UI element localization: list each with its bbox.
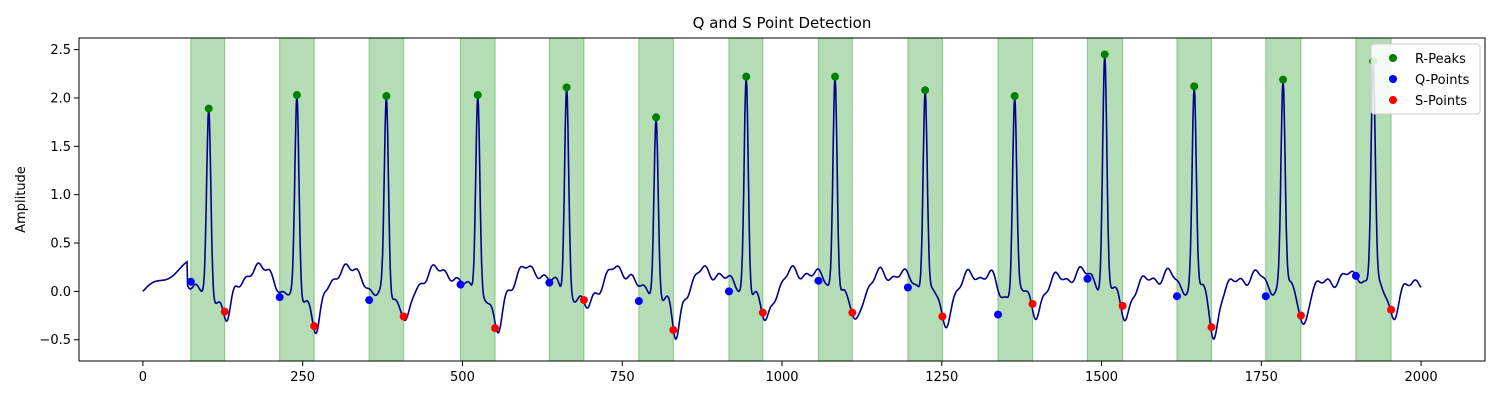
- s-point: [758, 308, 767, 317]
- q-point: [634, 297, 643, 306]
- legend-label: Q-Points: [1415, 73, 1470, 88]
- legend-label: S-Points: [1415, 94, 1467, 109]
- y-tick-label: 1.0: [50, 188, 71, 203]
- qs-span: [997, 37, 1034, 362]
- r-peak-point: [652, 113, 661, 122]
- x-axis: 0 250 500 750 1000 1250 1500 1750 2000: [139, 361, 1438, 385]
- r-peak-point: [292, 91, 301, 100]
- qs-span: [279, 37, 315, 362]
- r-peak-point: [921, 86, 930, 95]
- q-point: [1083, 274, 1092, 283]
- q-point: [814, 276, 823, 285]
- s-point: [220, 307, 229, 316]
- s-point: [1296, 311, 1305, 320]
- ecg-signal: [142, 54, 1422, 341]
- s-point: [848, 308, 857, 317]
- r-peak-point: [204, 104, 213, 113]
- detection-markers: [186, 50, 1396, 335]
- r-peak-point: [473, 91, 482, 100]
- qs-span: [460, 37, 496, 362]
- x-tick-label: 1250: [925, 370, 958, 385]
- y-axis-label: Amplitude: [14, 166, 29, 233]
- y-tick-label: 0.5: [50, 237, 71, 252]
- chart-title: Q and S Point Detection: [693, 14, 872, 32]
- qs-span: [368, 37, 405, 362]
- legend: R-Peaks Q-Points S-Points: [1370, 43, 1481, 115]
- q-point: [545, 278, 554, 287]
- s-point: [669, 326, 678, 335]
- qs-span: [190, 37, 226, 362]
- x-tick-label: 2000: [1405, 370, 1438, 385]
- y-tick-label: 2.0: [50, 91, 71, 106]
- x-tick-label: 1000: [765, 370, 798, 385]
- y-tick-label: −0.5: [39, 333, 71, 348]
- y-tick-label: 0.0: [50, 285, 71, 300]
- legend-marker: [1389, 96, 1397, 104]
- s-point: [1118, 301, 1127, 310]
- r-peak-point: [831, 72, 840, 81]
- s-point: [399, 312, 408, 321]
- q-point: [1261, 292, 1270, 301]
- q-point: [275, 293, 284, 302]
- ecg-signal-line: [142, 54, 1422, 341]
- legend-marker: [1389, 54, 1397, 62]
- q-point: [1351, 271, 1360, 280]
- s-point: [1028, 299, 1037, 308]
- r-peak-point: [1010, 92, 1019, 101]
- q-point: [456, 280, 465, 289]
- s-point: [491, 324, 500, 333]
- legend-label: R-Peaks: [1415, 52, 1466, 67]
- qs-interval-spans: [190, 37, 1392, 362]
- qs-span: [638, 37, 674, 362]
- legend-box: [1370, 43, 1481, 115]
- r-peak-point: [1100, 50, 1109, 59]
- r-peak-point: [382, 92, 391, 101]
- x-tick-label: 250: [290, 370, 315, 385]
- q-point: [365, 296, 374, 305]
- x-tick-label: 500: [450, 370, 475, 385]
- s-point: [938, 312, 947, 321]
- r-peak-point: [1279, 75, 1288, 84]
- r-peak-point: [562, 83, 571, 92]
- s-point: [1207, 323, 1216, 332]
- x-tick-label: 1750: [1245, 370, 1278, 385]
- q-point: [1172, 292, 1181, 301]
- legend-marker: [1389, 75, 1397, 83]
- q-point: [994, 310, 1003, 319]
- x-tick-label: 1500: [1085, 370, 1118, 385]
- s-point: [579, 296, 588, 305]
- r-peak-point: [1190, 82, 1199, 91]
- x-tick-label: 0: [139, 370, 147, 385]
- y-tick-label: 1.5: [50, 140, 71, 155]
- q-point: [724, 287, 733, 296]
- x-tick-label: 750: [610, 370, 635, 385]
- q-point: [186, 277, 195, 286]
- y-axis: −0.5 0.0 0.5 1.0 1.5 2.0 2.5: [39, 43, 79, 348]
- s-point: [310, 322, 319, 331]
- y-tick-label: 2.5: [50, 43, 71, 58]
- s-point: [1387, 305, 1396, 314]
- q-point: [903, 283, 912, 292]
- r-peak-point: [742, 72, 751, 81]
